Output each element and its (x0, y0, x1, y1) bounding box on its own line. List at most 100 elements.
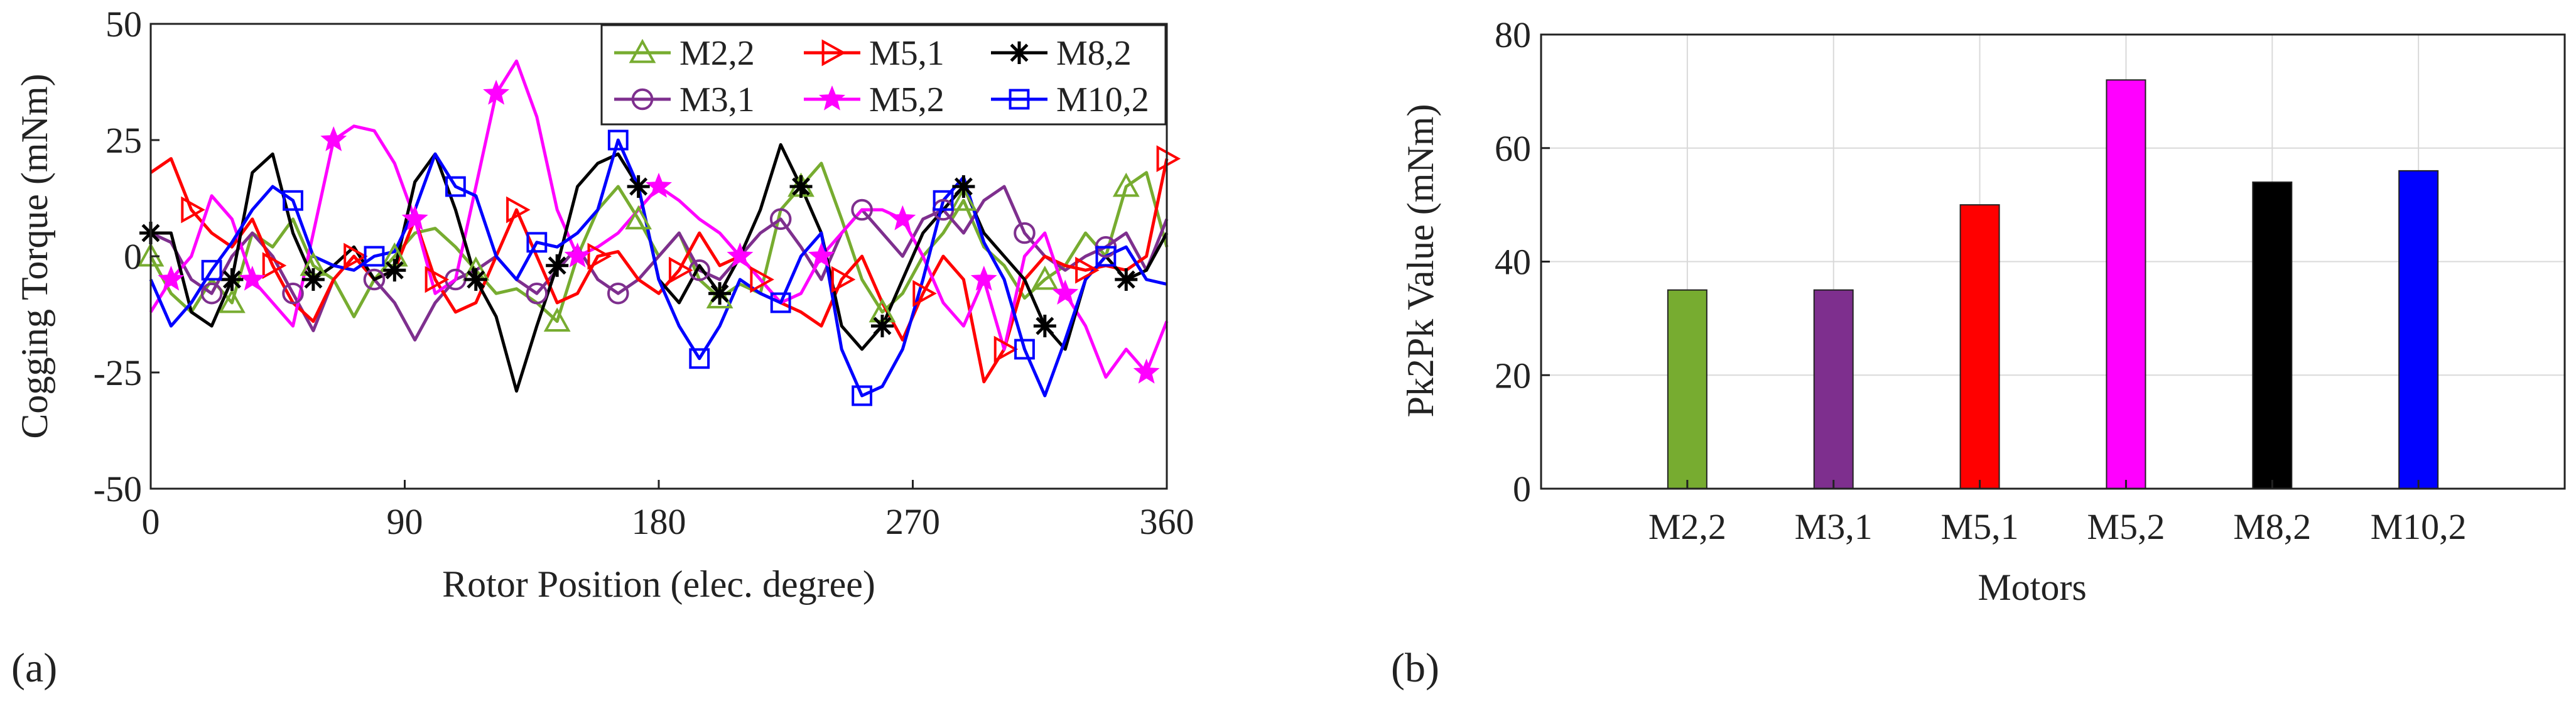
x-tick-label: M5,2 (2087, 506, 2165, 547)
series-markers (137, 79, 1181, 406)
x-tick-label: 90 (387, 501, 423, 542)
legend-box (600, 24, 1167, 126)
data-point-m5-1 (668, 256, 693, 284)
y-tick-label: 0 (124, 236, 142, 277)
legend: M2,2 M3,1 M5,1 M5,2 M8,2 M10,2 (600, 24, 1167, 126)
y-tick-label: 25 (106, 120, 142, 161)
data-point-m10-2 (364, 246, 385, 267)
legend-marker-m5-1 (821, 39, 847, 67)
legend-marker-m8-2 (1008, 41, 1031, 64)
data-point-m5-2 (239, 265, 266, 291)
legend-item-m2-2: M2,2 (614, 34, 755, 73)
data-point-m3-1 (282, 282, 304, 305)
x-tick-label: M2,2 (1648, 506, 1726, 547)
data-point-m5-1 (993, 335, 1019, 363)
data-point-m10-2 (933, 190, 954, 211)
pk2pk-bar-chart: 80 60 40 20 0 M2,2 M3,1 M5,1 M5,2 M8,2 M10,2 Motor… (1400, 14, 2566, 608)
y-tick-label: -25 (94, 352, 142, 393)
data-point-m5-1 (181, 196, 205, 224)
data-point-m2-2 (219, 288, 246, 313)
data-point-m5-2 (1133, 358, 1160, 384)
y-tick-label: 50 (106, 4, 142, 45)
legend-label: M10,2 (1056, 80, 1149, 119)
data-point-m5-1 (344, 242, 368, 270)
data-point-m5-2 (808, 242, 835, 268)
data-point-m10-2 (1014, 339, 1035, 360)
data-point-m8-2 (789, 175, 813, 198)
bar-m8-2 (2252, 181, 2293, 489)
y-tick-label: 20 (1495, 355, 1531, 396)
data-point-m8-2 (952, 175, 975, 198)
data-point-m8-2 (546, 254, 569, 277)
data-point-m5-1 (912, 280, 937, 307)
data-point-m2-2 (1112, 172, 1140, 197)
x-tick-label: 360 (1140, 501, 1194, 542)
data-point-m10-2 (445, 176, 466, 197)
data-point-m3-1 (607, 282, 629, 305)
x-tick-label: 0 (142, 501, 160, 542)
x-tick-label: M5,1 (1941, 506, 2019, 547)
y-tick-label: -50 (94, 469, 142, 509)
data-point-m2-2 (950, 187, 977, 211)
cogging-torque-line-chart: 0 90 180 270 360 50 25 0 -25 -50 Rotor Position (… (14, 4, 1194, 605)
data-point-m2-2 (543, 307, 571, 332)
legend-label: M2,2 (679, 34, 755, 73)
legend-label: M5,1 (869, 34, 944, 73)
legend-item-m5-2: M5,2 (804, 80, 944, 119)
bar-m3-1 (1813, 289, 1854, 489)
legend-marker-m2-2 (629, 38, 656, 63)
data-point-m5-2 (889, 205, 916, 231)
legend-item-m10-2: M10,2 (991, 80, 1149, 119)
data-point-m10-2 (1095, 246, 1117, 267)
data-point-m3-1 (1014, 222, 1036, 244)
data-point-m8-2 (627, 175, 650, 198)
data-point-m10-2 (852, 385, 872, 406)
x-axis-label-b: Motors (1978, 567, 2086, 608)
data-point-m3-1 (526, 282, 548, 305)
data-point-m5-2 (646, 172, 672, 198)
data-point-m5-1 (831, 266, 856, 293)
data-point-m10-2 (689, 348, 710, 369)
data-point-m5-1 (1156, 145, 1181, 172)
data-point-m8-2 (1115, 268, 1138, 291)
legend-label: M5,2 (869, 80, 944, 119)
axis-ticks-b: 80 60 40 20 0 M2,2 M3,1 M5,1 M5,2 M8,2 M10,2 (1495, 14, 2467, 547)
y-tick-label: 40 (1495, 242, 1531, 283)
data-point-m5-1 (587, 242, 612, 270)
data-point-m3-1 (769, 208, 792, 231)
data-point-m2-2 (625, 205, 652, 230)
data-point-m8-2 (870, 315, 894, 337)
data-point-m5-1 (262, 252, 287, 280)
data-point-m10-2 (526, 232, 548, 253)
legend-label: M3,1 (679, 80, 755, 119)
axis-ticks-a: 0 90 180 270 360 50 25 0 -25 -50 (94, 4, 1194, 542)
y-axis-label-b: Pk2Pk Value (mNm) (1400, 104, 1441, 418)
y-tick-label: 60 (1495, 128, 1531, 169)
bar-m10-2 (2398, 170, 2439, 489)
x-tick-label: 270 (885, 501, 940, 542)
legend-marker-m5-2 (819, 85, 845, 111)
x-axis-label-a: Rotor Position (elec. degree) (442, 563, 875, 605)
data-point-m5-2 (158, 265, 185, 291)
data-point-m5-2 (1052, 280, 1079, 305)
data-point-m10-2 (607, 129, 629, 151)
data-point-m5-1 (750, 266, 774, 293)
bar-m5-2 (2106, 79, 2146, 490)
data-point-m10-2 (770, 292, 791, 313)
panel-label-b: (b) (1391, 645, 1439, 691)
legend-item-m8-2: M8,2 (991, 34, 1132, 73)
y-axis-label-a: Cogging Torque (mNm) (14, 73, 55, 438)
data-point-m5-2 (564, 242, 591, 268)
data-point-m5-2 (970, 265, 997, 291)
data-point-m8-2 (301, 268, 325, 291)
series-line-m10-2 (149, 138, 1167, 398)
data-point-m5-2 (320, 126, 347, 151)
data-point-m5-2 (727, 242, 754, 268)
data-point-m5-1 (1075, 256, 1100, 284)
panel-label-a: (a) (11, 645, 57, 691)
data-point-m5-1 (506, 196, 531, 224)
x-tick-label: M3,1 (1795, 506, 1873, 547)
legend-label: M8,2 (1056, 34, 1132, 73)
data-point-m8-2 (1033, 315, 1056, 337)
